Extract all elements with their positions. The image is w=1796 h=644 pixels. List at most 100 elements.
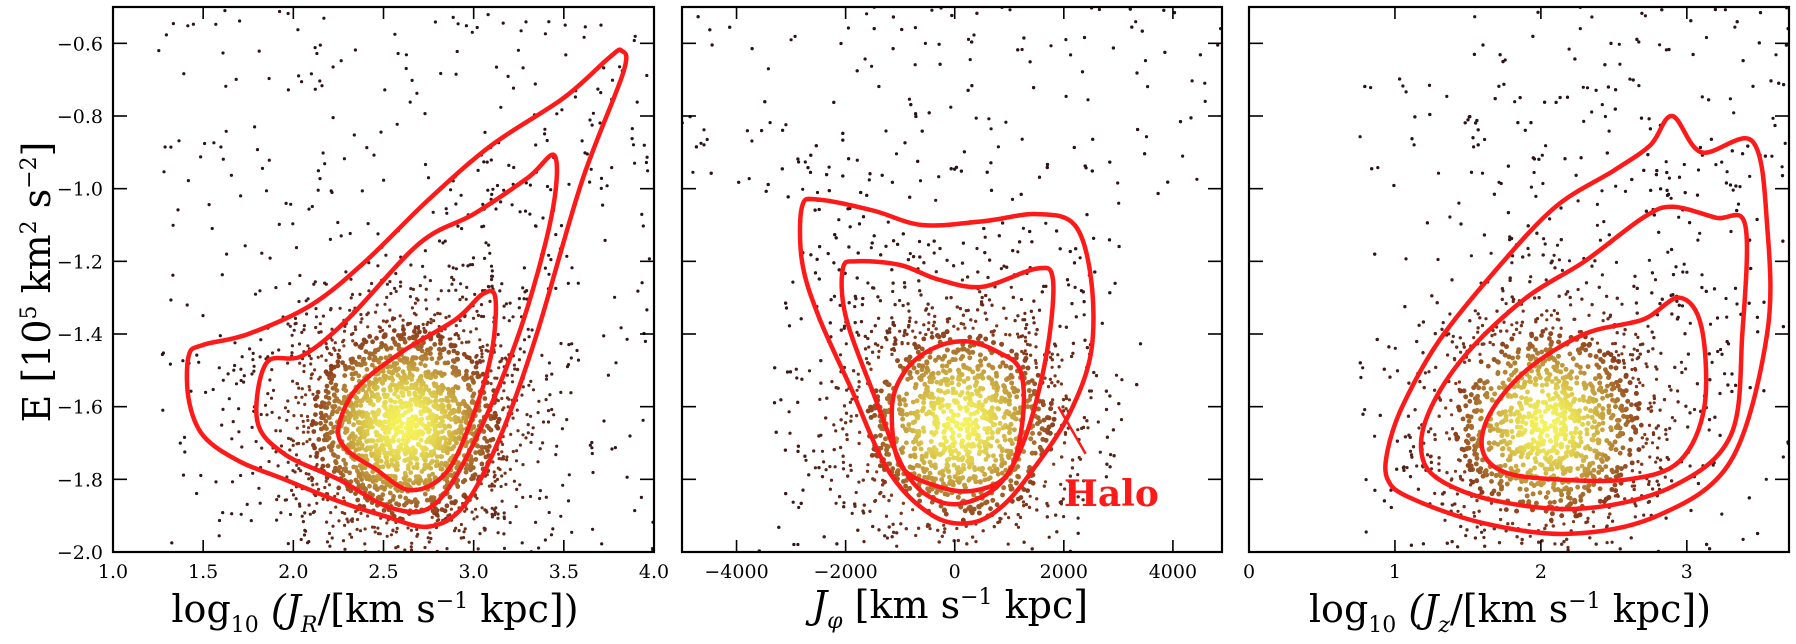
scatter-point bbox=[440, 429, 445, 435]
scatter-point bbox=[867, 345, 871, 349]
scatter-point bbox=[455, 484, 461, 489]
scatter-point bbox=[404, 356, 410, 362]
scatter-point bbox=[439, 289, 443, 293]
scatter-point bbox=[277, 222, 281, 226]
scatter-point bbox=[841, 460, 846, 464]
scatter-point bbox=[890, 352, 894, 356]
scatter-point bbox=[431, 423, 436, 428]
scatter-point bbox=[476, 168, 480, 172]
scatter-point bbox=[335, 363, 341, 369]
scatter-point bbox=[972, 383, 978, 389]
scatter-point bbox=[343, 430, 348, 435]
scatter-point bbox=[316, 437, 322, 442]
scatter-point bbox=[1012, 406, 1018, 412]
scatter-point bbox=[221, 407, 225, 411]
scatter-point bbox=[438, 415, 444, 421]
scatter-point bbox=[999, 463, 1004, 469]
scatter-point bbox=[363, 349, 369, 354]
scatter-point bbox=[480, 348, 484, 353]
scatter-point bbox=[259, 412, 263, 417]
scatter-point bbox=[890, 466, 896, 472]
scatter-point bbox=[472, 472, 478, 477]
scatter-point bbox=[546, 409, 551, 413]
scatter-point bbox=[866, 336, 870, 341]
scatter-point bbox=[489, 158, 493, 162]
scatter-point bbox=[260, 446, 264, 450]
scatter-point bbox=[297, 386, 301, 390]
scatter-point bbox=[454, 356, 460, 362]
scatter-point bbox=[531, 426, 535, 430]
scatter-point bbox=[470, 399, 476, 405]
scatter-point bbox=[359, 320, 363, 324]
scatter-point bbox=[415, 527, 419, 532]
scatter-point bbox=[203, 141, 207, 146]
scatter-point bbox=[997, 364, 1003, 369]
scatter-point bbox=[434, 454, 440, 459]
scatter-point bbox=[328, 421, 334, 427]
scatter-point bbox=[927, 485, 933, 491]
scatter-point bbox=[311, 429, 317, 434]
scatter-point bbox=[914, 533, 918, 538]
scatter-point bbox=[334, 396, 340, 401]
scatter-point bbox=[361, 337, 367, 343]
scatter-point bbox=[356, 361, 362, 367]
scatter-point bbox=[889, 493, 894, 497]
scatter-point bbox=[253, 292, 258, 296]
scatter-point bbox=[449, 188, 453, 192]
scatter-point bbox=[423, 386, 428, 391]
scatter-point bbox=[415, 534, 419, 538]
scatter-point bbox=[359, 385, 365, 391]
scatter-point bbox=[255, 148, 260, 152]
scatter-point bbox=[702, 143, 706, 147]
scatter-point bbox=[406, 322, 411, 326]
scatter-point bbox=[998, 520, 1002, 524]
scatter-point bbox=[1071, 458, 1075, 462]
scatter-point bbox=[430, 412, 435, 418]
scatter-point bbox=[491, 460, 495, 464]
scatter-point bbox=[369, 453, 375, 459]
scatter-point bbox=[502, 316, 506, 320]
scatter-point bbox=[1037, 175, 1042, 179]
scatter-point bbox=[474, 354, 478, 358]
scatter-point bbox=[374, 461, 380, 467]
scatter-point bbox=[985, 317, 989, 321]
scatter-point bbox=[837, 218, 841, 222]
scatter-point bbox=[875, 470, 879, 474]
scatter-point bbox=[418, 284, 422, 288]
scatter-point bbox=[365, 398, 371, 404]
scatter-point bbox=[376, 264, 380, 268]
scatter-point bbox=[308, 512, 312, 516]
scatter-point bbox=[436, 430, 441, 435]
scatter-point bbox=[442, 414, 447, 419]
scatter-point bbox=[360, 189, 364, 193]
scatter-point bbox=[475, 515, 479, 519]
scatter-point bbox=[407, 477, 412, 483]
scatter-point bbox=[403, 495, 409, 501]
scatter-point bbox=[286, 361, 290, 365]
scatter-point bbox=[953, 448, 959, 454]
scatter-point bbox=[313, 412, 318, 417]
scatter-point bbox=[1054, 344, 1058, 348]
scatter-point bbox=[436, 333, 441, 339]
scatter-point bbox=[396, 417, 401, 422]
scatter-point bbox=[745, 129, 750, 133]
scatter-point bbox=[405, 402, 411, 408]
scatter-point bbox=[414, 461, 420, 467]
scatter-point bbox=[414, 402, 419, 407]
scatter-point bbox=[401, 336, 407, 342]
scatter-point bbox=[309, 475, 314, 479]
scatter-point bbox=[257, 486, 261, 490]
scatter-point bbox=[842, 501, 846, 505]
scatter-point bbox=[941, 409, 946, 415]
scatter-point bbox=[547, 20, 551, 24]
scatter-point bbox=[857, 380, 861, 384]
scatter-point bbox=[591, 527, 595, 531]
scatter-point bbox=[499, 344, 503, 348]
scatter-point bbox=[251, 471, 255, 475]
scatter-point bbox=[366, 446, 372, 451]
scatter-point bbox=[505, 455, 509, 459]
scatter-point bbox=[286, 436, 291, 440]
scatter-point bbox=[1049, 355, 1053, 359]
scatter-point bbox=[289, 437, 293, 441]
scatter-point bbox=[350, 431, 355, 437]
